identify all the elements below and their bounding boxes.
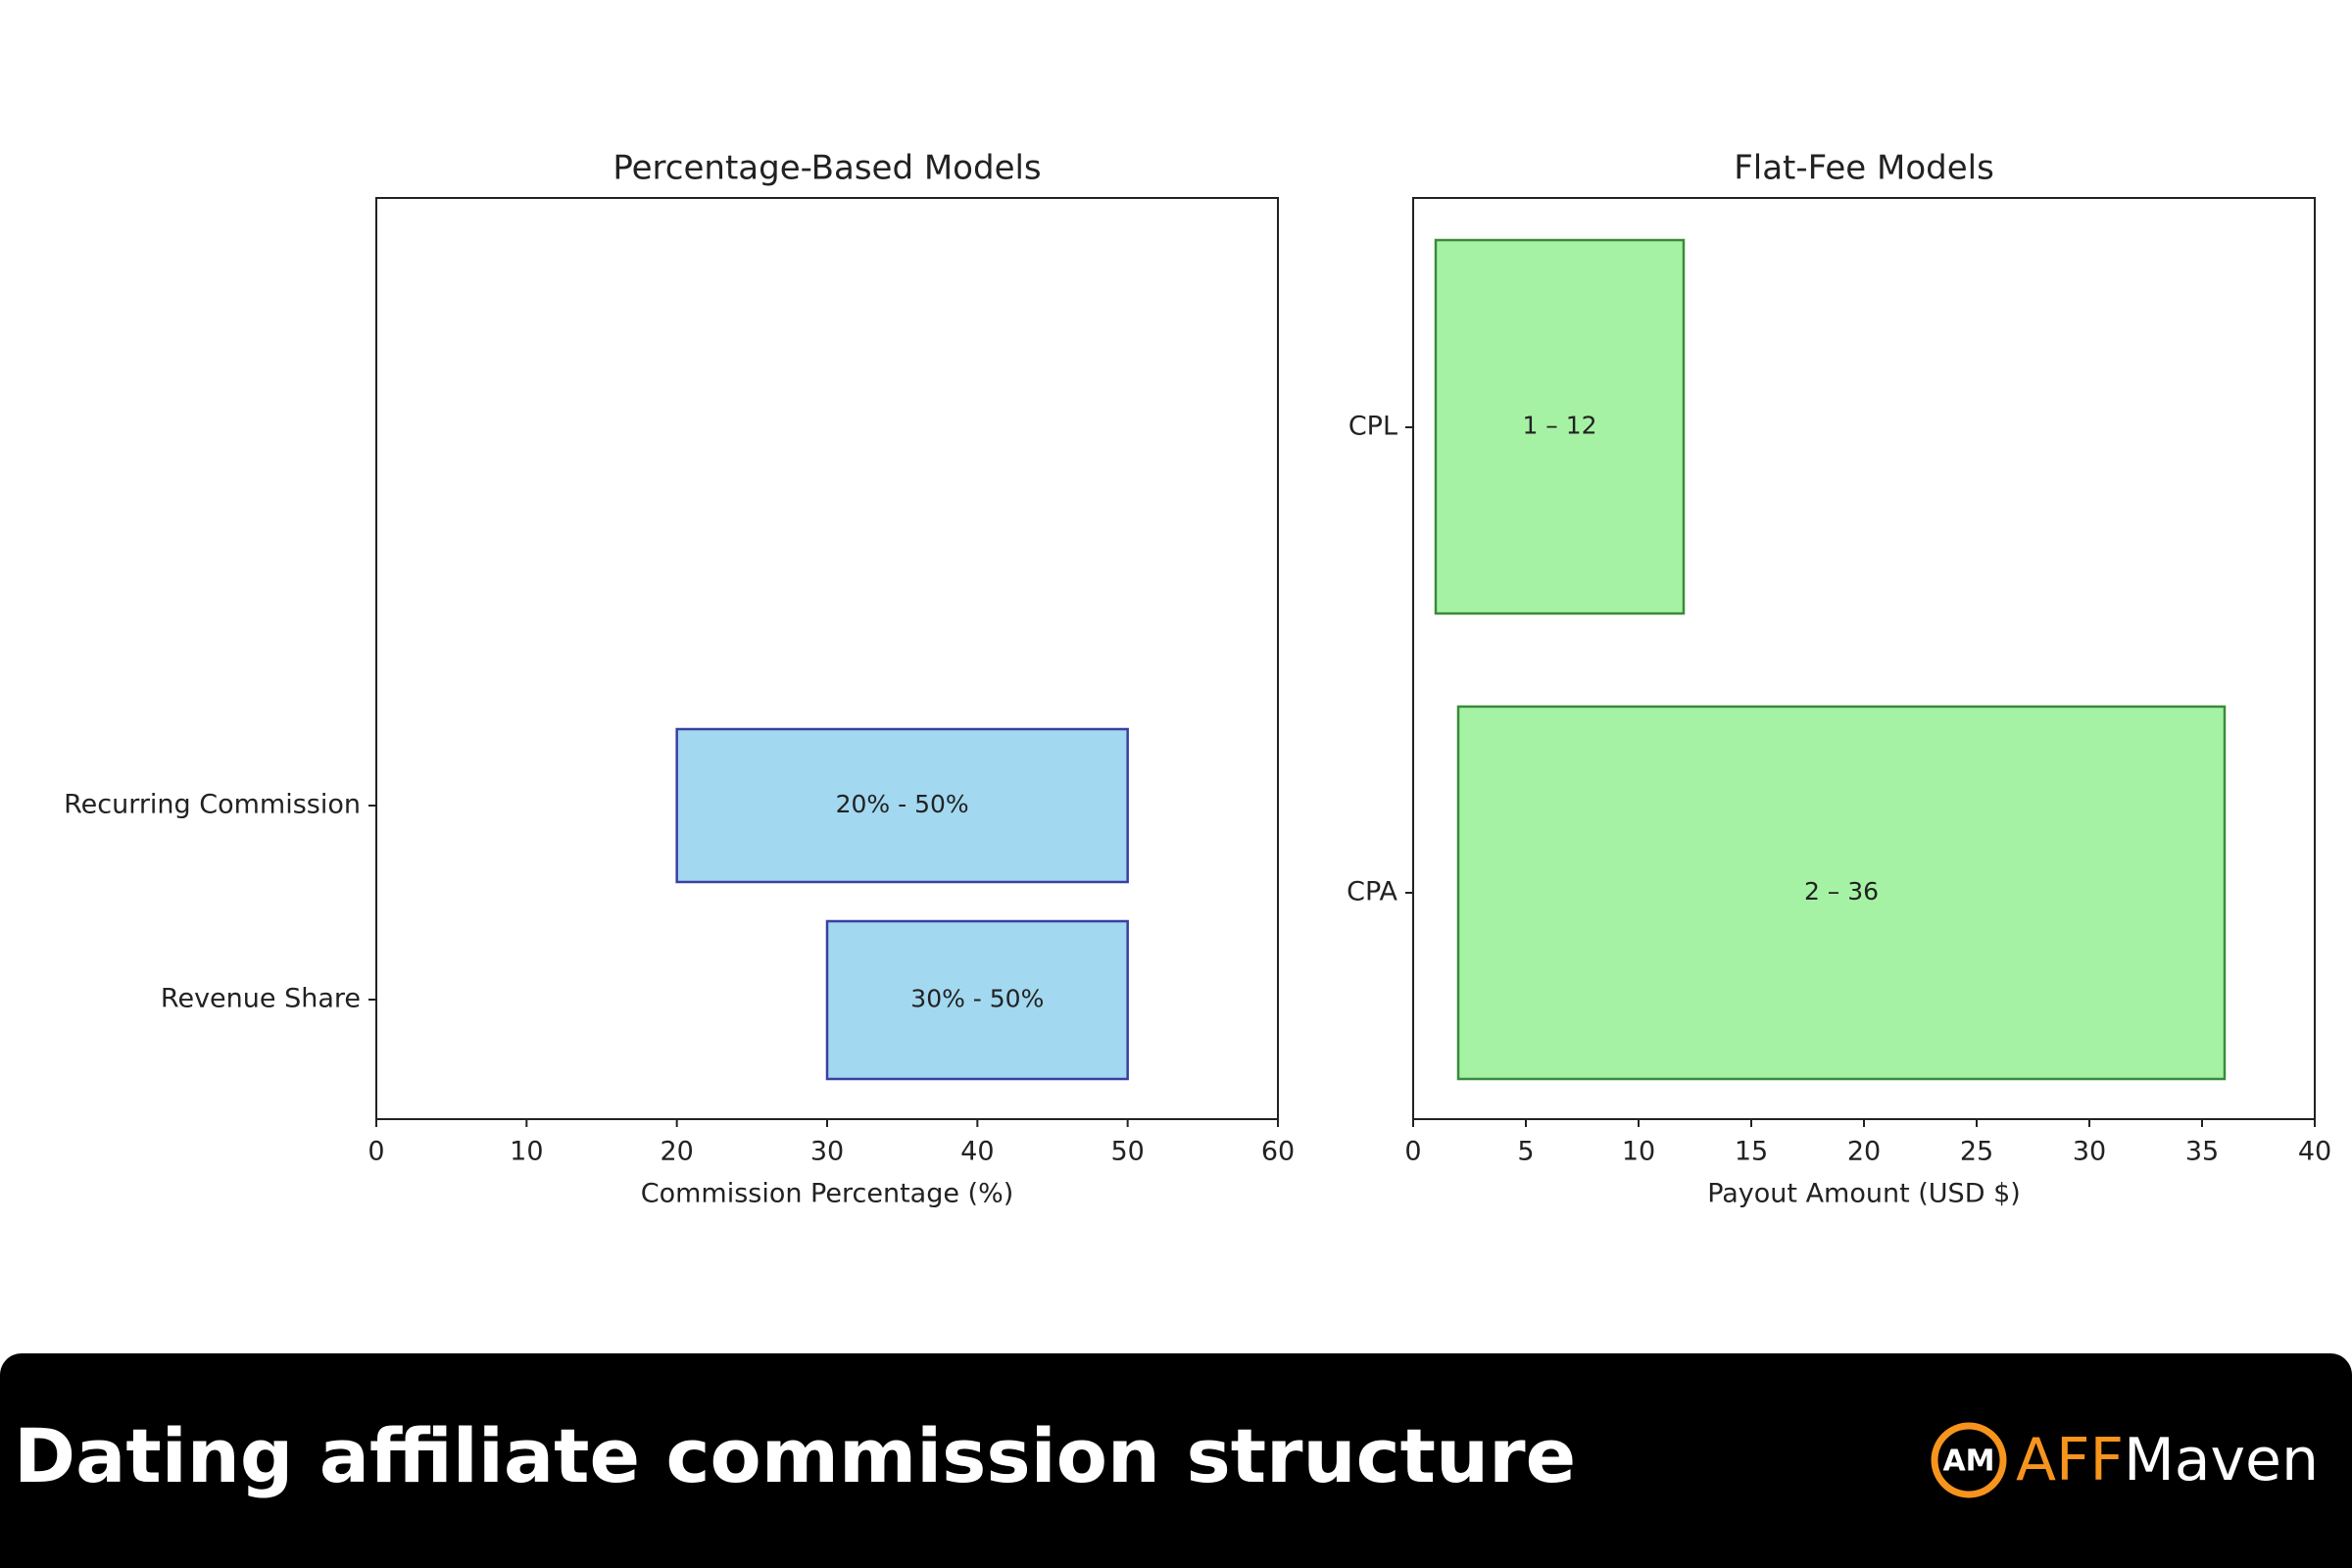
x-tick-label: 20	[660, 1137, 693, 1167]
range-bar	[825, 919, 1129, 1081]
x-tick-label: 0	[368, 1137, 384, 1167]
x-tick-label: 30	[810, 1137, 844, 1167]
x-tick-label: 10	[1622, 1137, 1655, 1167]
logo-maven: Maven	[2124, 1426, 2319, 1494]
x-tick-label: 50	[1110, 1137, 1144, 1167]
logo-icon: AM	[1931, 1422, 2007, 1498]
chart-title: Percentage-Based Models	[612, 149, 1041, 188]
logo-ring	[1931, 1422, 2007, 1498]
bar-label: 2 – 36	[1804, 877, 1879, 906]
chart-title: Flat-Fee Models	[1734, 149, 1994, 188]
x-tick-label: 5	[1517, 1137, 1534, 1167]
logo: AM AFF Maven	[1930, 1416, 2319, 1504]
x-axis-label: Commission Percentage (%)	[641, 1179, 1014, 1209]
bar-label: 30% - 50%	[910, 985, 1044, 1013]
x-tick-label: 30	[2073, 1137, 2106, 1167]
range-bar	[675, 727, 1129, 884]
y-tick-label: CPL	[1348, 412, 1397, 442]
x-tick-label: 0	[1404, 1137, 1421, 1167]
x-tick-label: 35	[2185, 1137, 2219, 1167]
y-tick-label: Recurring Commission	[64, 790, 361, 820]
range-bar	[1434, 238, 1686, 615]
bar-label: 1 – 12	[1522, 412, 1596, 440]
x-tick-label: 40	[960, 1137, 994, 1167]
y-tick-label: CPA	[1347, 877, 1397, 907]
x-tick-label: 25	[1960, 1137, 1993, 1167]
logo-mark: AM	[1942, 1445, 1994, 1479]
x-tick-label: 20	[1847, 1137, 1881, 1167]
banner-title: Dating affiliate commission structure	[14, 1412, 1577, 1499]
banner: Dating affiliate commission structure AM…	[0, 1353, 2352, 1568]
x-tick-label: 40	[2298, 1137, 2331, 1167]
x-tick-label: 10	[510, 1137, 543, 1167]
x-axis-label: Payout Amount (USD $)	[1707, 1179, 2021, 1209]
x-tick-label: 60	[1261, 1137, 1295, 1167]
bar-label: 20% - 50%	[836, 790, 969, 818]
range-bar	[1456, 705, 2227, 1081]
logo-aff: AFF	[2015, 1426, 2125, 1494]
x-tick-label: 15	[1735, 1137, 1768, 1167]
y-tick-label: Revenue Share	[161, 984, 361, 1014]
